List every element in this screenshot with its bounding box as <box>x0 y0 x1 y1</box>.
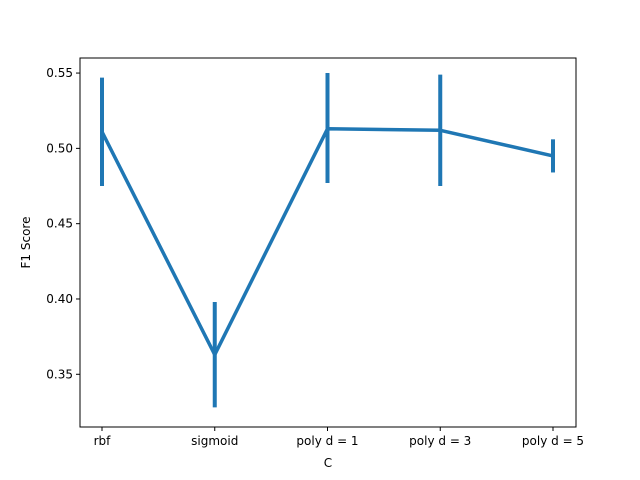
x-tick-label: poly d = 5 <box>522 434 584 448</box>
series-layer <box>100 73 555 408</box>
x-axis-label: C <box>324 456 332 470</box>
y-axis-label: F1 Score <box>19 217 33 269</box>
x-tick-label: poly d = 1 <box>296 434 358 448</box>
y-tick-label: 0.50 <box>46 141 73 155</box>
y-tick-label: 0.55 <box>46 66 73 80</box>
x-tick-label: rbf <box>94 434 112 448</box>
y-tick-label: 0.35 <box>46 367 73 381</box>
x-tick-label: sigmoid <box>191 434 238 448</box>
y-tick-label: 0.45 <box>46 217 73 231</box>
x-tick-label: poly d = 3 <box>409 434 471 448</box>
y-ticks: 0.35 0.40 0.45 0.50 0.55 <box>46 66 80 381</box>
plot-frame <box>79 57 577 428</box>
y-tick-label: 0.40 <box>46 292 73 306</box>
x-ticks: rbf sigmoid poly d = 1 poly d = 3 poly d = 5 <box>94 427 584 448</box>
